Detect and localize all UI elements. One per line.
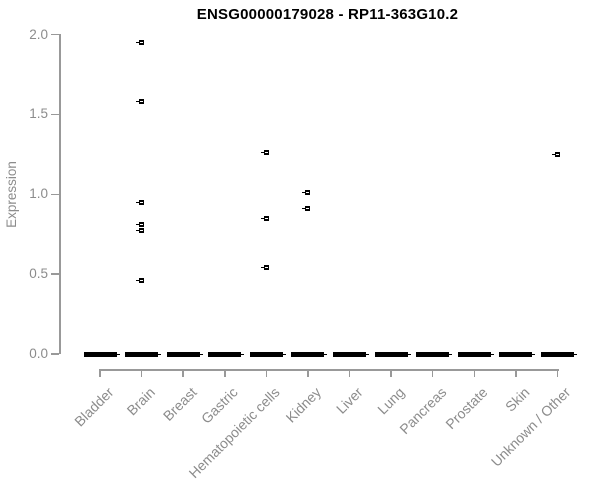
x-tick xyxy=(265,369,268,377)
y-tick xyxy=(51,33,59,36)
chart-title: ENSG00000179028 - RP11-363G10.2 xyxy=(196,6,459,23)
y-tick xyxy=(51,113,59,116)
zero-expression-bar xyxy=(499,351,536,357)
y-tick-label: 1.5 xyxy=(29,106,48,122)
zero-expression-bar xyxy=(540,351,577,357)
zero-expression-bar xyxy=(457,351,494,357)
zero-expression-bar xyxy=(374,351,411,357)
x-tick xyxy=(473,369,476,377)
x-axis-line xyxy=(99,369,559,371)
zero-expression-bar xyxy=(249,351,286,357)
y-tick-label: 2.0 xyxy=(29,26,48,42)
data-point xyxy=(136,278,145,283)
x-tick xyxy=(348,369,351,377)
x-tick xyxy=(182,369,184,377)
x-tick-label: Kidney xyxy=(282,384,325,426)
x-tick-label: Lung xyxy=(374,384,408,418)
x-tick-label: Liver xyxy=(333,384,366,417)
data-point xyxy=(260,150,269,156)
x-tick-label: Bladder xyxy=(70,384,117,430)
y-tick-label: 0.5 xyxy=(29,266,48,282)
zero-expression-bar xyxy=(166,351,203,357)
y-tick xyxy=(51,353,59,355)
x-tick-label: Prostate xyxy=(442,384,491,433)
data-point xyxy=(260,265,269,271)
data-point xyxy=(136,39,145,45)
x-tick xyxy=(140,369,143,377)
data-point xyxy=(136,228,145,234)
x-tick xyxy=(556,369,559,377)
data-point xyxy=(136,99,145,105)
x-tick xyxy=(515,369,517,377)
data-point xyxy=(260,215,269,221)
zero-expression-bar xyxy=(125,351,162,357)
y-tick-label: 1.0 xyxy=(29,186,48,202)
x-tick xyxy=(307,369,309,377)
zero-expression-bar xyxy=(416,351,453,357)
zero-expression-bar xyxy=(208,351,245,357)
x-tick xyxy=(390,369,392,377)
data-point xyxy=(136,199,145,205)
x-tick-label: Breast xyxy=(159,384,200,424)
data-point xyxy=(302,206,311,212)
data-point xyxy=(551,151,560,157)
data-point xyxy=(136,222,145,228)
x-tick-label: Brain xyxy=(123,384,158,419)
y-tick-label: 0.0 xyxy=(29,346,48,361)
x-tick-label: Skin xyxy=(501,384,533,415)
zero-expression-bar xyxy=(333,351,370,357)
zero-expression-bar xyxy=(83,351,120,357)
x-tick xyxy=(99,369,101,377)
y-tick xyxy=(51,193,59,195)
data-point xyxy=(302,190,311,196)
x-tick xyxy=(224,369,226,377)
y-axis-line xyxy=(59,34,61,354)
y-tick xyxy=(51,273,59,275)
x-tick xyxy=(431,369,434,377)
zero-expression-bar xyxy=(291,351,328,357)
